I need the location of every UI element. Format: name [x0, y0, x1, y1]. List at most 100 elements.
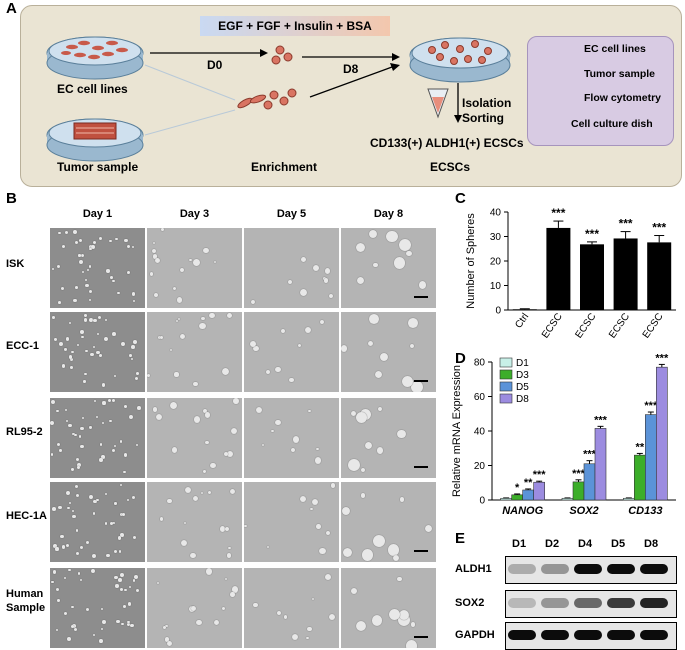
blot-band	[541, 630, 569, 640]
cell-sphere	[122, 513, 126, 517]
cell-sphere	[325, 530, 330, 536]
y-tick-label: 60	[474, 392, 486, 403]
ec-cell-lines-dish-icon	[46, 36, 144, 80]
cell-sphere	[180, 267, 185, 273]
cell-sphere	[109, 522, 113, 526]
cell-sphere	[127, 620, 130, 624]
cell-sphere	[128, 585, 131, 588]
cell-sphere	[74, 240, 79, 244]
cell-sphere	[192, 495, 198, 502]
cell-sphere	[351, 411, 357, 417]
cell-sphere	[101, 628, 104, 631]
cell-sphere	[93, 499, 97, 504]
cell-sphere	[61, 545, 66, 549]
bar	[623, 497, 635, 501]
cell-sphere	[111, 399, 116, 403]
cell-sphere	[312, 265, 319, 271]
cell-sphere	[76, 529, 79, 532]
cell-sphere	[67, 506, 70, 510]
blot-band	[640, 598, 668, 608]
cell-sphere	[199, 322, 207, 330]
cell-sphere	[368, 229, 377, 238]
cell-sphere	[73, 298, 77, 303]
cell-sphere	[367, 340, 374, 347]
cell-sphere	[99, 639, 103, 643]
cell-sphere	[323, 278, 329, 283]
cell-sphere	[189, 258, 192, 262]
cell-sphere	[161, 228, 165, 231]
micrograph-2-4	[341, 312, 436, 392]
bar	[533, 481, 545, 501]
cell-sphere	[213, 261, 216, 264]
row-label-human-line2: Sample	[6, 602, 46, 614]
panel-b-label: B	[6, 190, 17, 207]
blot-band	[607, 630, 635, 640]
blot-band	[574, 630, 602, 640]
lane-label: D2	[545, 538, 560, 550]
x-tick-label: SOX2	[569, 505, 598, 517]
panel-e-label: E	[455, 530, 466, 547]
cell-sphere	[70, 366, 74, 369]
cell-sphere	[132, 536, 136, 540]
enrichment-label: Enrichment	[251, 160, 318, 174]
cell-sphere	[99, 458, 103, 462]
cell-sphere	[74, 434, 77, 437]
cell-sphere	[164, 637, 170, 642]
cell-sphere	[324, 268, 331, 275]
cell-sphere	[50, 421, 55, 426]
tumor-sample-dish-icon	[46, 118, 144, 162]
cell-sphere	[361, 549, 374, 561]
cell-sphere	[80, 426, 84, 431]
cell-sphere	[90, 352, 94, 357]
cell-sphere	[65, 491, 70, 496]
day-header-3: Day 3	[179, 208, 210, 220]
cell-sphere	[109, 275, 113, 279]
cell-sphere	[369, 314, 379, 324]
cell-sphere	[131, 345, 135, 349]
cell-sphere	[169, 348, 172, 352]
cell-sphere	[230, 592, 235, 597]
cell-sphere	[223, 451, 228, 456]
cell-sphere	[299, 495, 306, 502]
flow-cytometry-tube-icon	[427, 88, 449, 119]
cell-sphere	[132, 579, 136, 582]
cell-sphere	[209, 312, 215, 319]
x-tick-label: NANOG	[502, 505, 543, 517]
cell-sphere	[253, 602, 258, 607]
cell-sphere	[92, 554, 97, 559]
sphere-cluster-d0-icon	[271, 45, 293, 65]
cell-sphere	[166, 640, 172, 647]
cell-sphere	[373, 262, 378, 267]
micrograph-4-1	[50, 482, 145, 562]
cell-sphere	[131, 245, 134, 248]
cell-sphere	[85, 607, 90, 612]
cell-sphere	[91, 245, 96, 250]
legend-ec-cell-lines: EC cell lines	[584, 43, 646, 55]
cell-sphere	[377, 406, 383, 412]
legend-swatch	[499, 369, 513, 380]
cell-sphere	[159, 336, 163, 340]
cell-sphere	[80, 253, 85, 258]
y-tick-label: 30	[490, 232, 502, 243]
x-tick-label-group: Ctrl	[513, 311, 531, 330]
cell-sphere	[196, 619, 202, 626]
cell-sphere	[227, 313, 233, 319]
y-axis-title: Number of Spheres	[465, 213, 477, 309]
cell-sphere	[299, 289, 307, 297]
cell-sphere	[393, 555, 400, 562]
cell-sphere	[289, 377, 294, 383]
cell-sphere	[57, 301, 61, 305]
bar	[522, 489, 534, 501]
cell-sphere	[71, 509, 75, 512]
cell-sphere	[104, 522, 108, 525]
row-label-isk: ISK	[6, 258, 25, 270]
bar	[580, 244, 604, 310]
bar	[512, 309, 537, 310]
micrograph-3-1	[50, 398, 145, 478]
cell-sphere	[107, 398, 112, 403]
cell-sphere	[134, 574, 139, 579]
row-label-rl952: RL95-2	[6, 426, 43, 438]
cell-sphere	[355, 242, 366, 253]
cell-sphere	[291, 448, 296, 453]
cell-sphere	[57, 231, 61, 235]
